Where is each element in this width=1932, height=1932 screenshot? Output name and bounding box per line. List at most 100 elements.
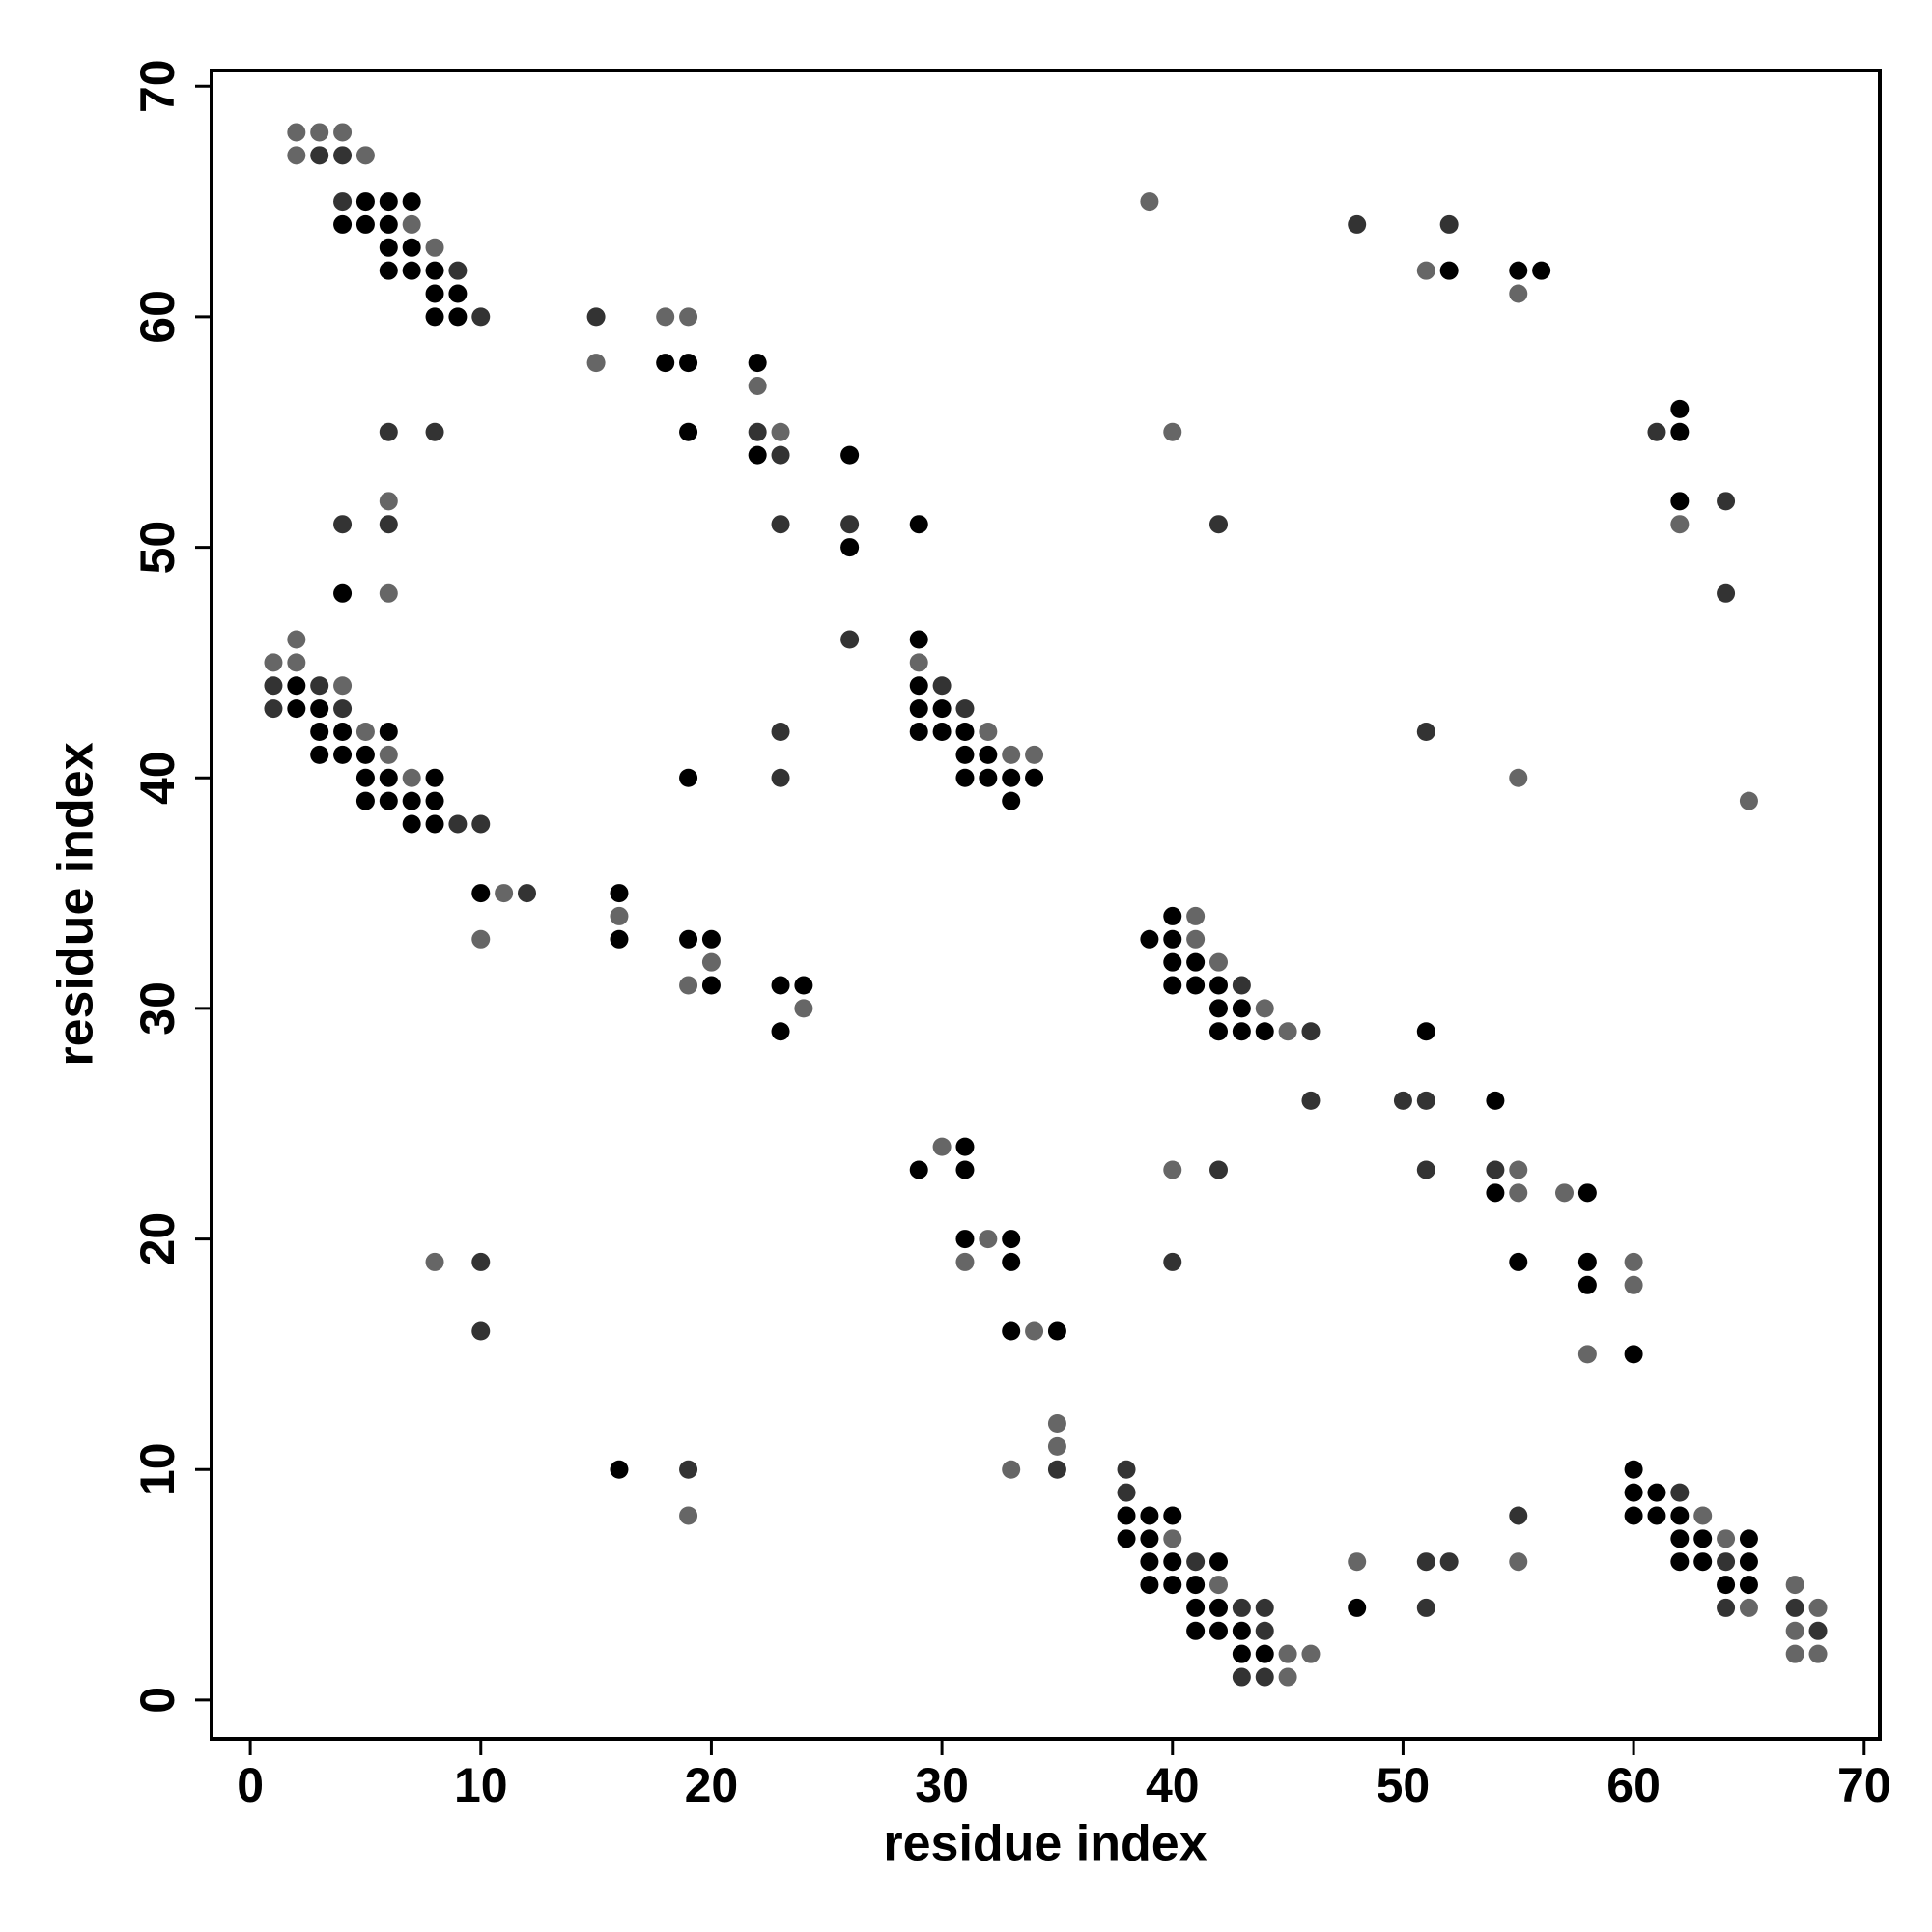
point [1140,1529,1159,1548]
point [656,307,675,327]
point [1301,1644,1321,1663]
x-tick-label: 50 [1377,1758,1431,1812]
point [1002,768,1021,787]
point [1140,1552,1159,1572]
point [679,976,698,995]
point [355,791,375,810]
point [1255,1644,1274,1663]
point [1209,976,1229,995]
point [1002,745,1021,764]
point [1624,1345,1643,1364]
point [1670,515,1690,534]
point [1232,1621,1251,1640]
point [1186,952,1206,972]
point [679,422,698,441]
point [840,538,860,557]
point [955,768,975,787]
point [1002,1460,1021,1479]
point [932,676,952,696]
point [1808,1644,1828,1663]
point [1532,261,1551,280]
point [333,192,353,212]
point [1416,1091,1435,1110]
point [1163,906,1182,925]
point [1509,1252,1528,1271]
point [955,1137,975,1156]
point [425,238,444,257]
point [1416,1552,1435,1572]
point [610,1460,629,1479]
point [1348,1552,1367,1572]
point [979,768,998,787]
point [955,1252,975,1271]
point [1416,261,1435,280]
point [310,699,329,719]
point [771,422,790,441]
point [379,192,398,212]
point [701,929,721,949]
x-axis-title: residue index [883,1816,1207,1872]
point [610,884,629,903]
point [909,722,928,741]
point [379,261,398,280]
point [1486,1091,1505,1110]
point [379,492,398,511]
point [355,192,375,212]
y-tick-label: 60 [130,290,185,344]
y-axis-title: residue index [48,742,104,1065]
point [679,1460,698,1479]
point [1163,422,1182,441]
point [1509,1506,1528,1525]
point [955,745,975,764]
x-tick-label: 10 [454,1758,508,1812]
point [1416,722,1435,741]
point [1047,1460,1066,1479]
point [425,814,444,834]
point [748,354,767,373]
point [402,814,421,834]
point [310,676,329,696]
point [1693,1506,1713,1525]
point [264,653,283,672]
point [840,515,860,534]
point [1670,1506,1690,1525]
point [840,445,860,465]
point [425,768,444,787]
point [1278,1644,1297,1663]
point [909,653,928,672]
point [1163,929,1182,949]
point [425,422,444,441]
point [955,1160,975,1179]
point [1717,492,1736,511]
point [355,768,375,787]
point [1717,1598,1736,1617]
point [1002,791,1021,810]
point [1486,1183,1505,1203]
point [1808,1598,1828,1617]
point [1255,1667,1274,1687]
point [471,307,491,327]
point [1416,1598,1435,1617]
point [1186,1598,1206,1617]
point [748,445,767,465]
point [333,583,353,603]
point [610,929,629,949]
point [771,445,790,465]
point [1785,1598,1804,1617]
point [840,630,860,649]
point [979,722,998,741]
point [425,791,444,810]
point [1025,768,1044,787]
point [771,768,790,787]
point [1555,1183,1575,1203]
point [1509,1183,1528,1203]
point [1232,1022,1251,1041]
point [1624,1275,1643,1294]
point [1693,1529,1713,1548]
point [1163,1160,1182,1179]
point [1117,1460,1136,1479]
y-tick-label: 50 [130,521,185,575]
point [1232,1667,1251,1687]
point [1486,1160,1505,1179]
point [1232,999,1251,1018]
